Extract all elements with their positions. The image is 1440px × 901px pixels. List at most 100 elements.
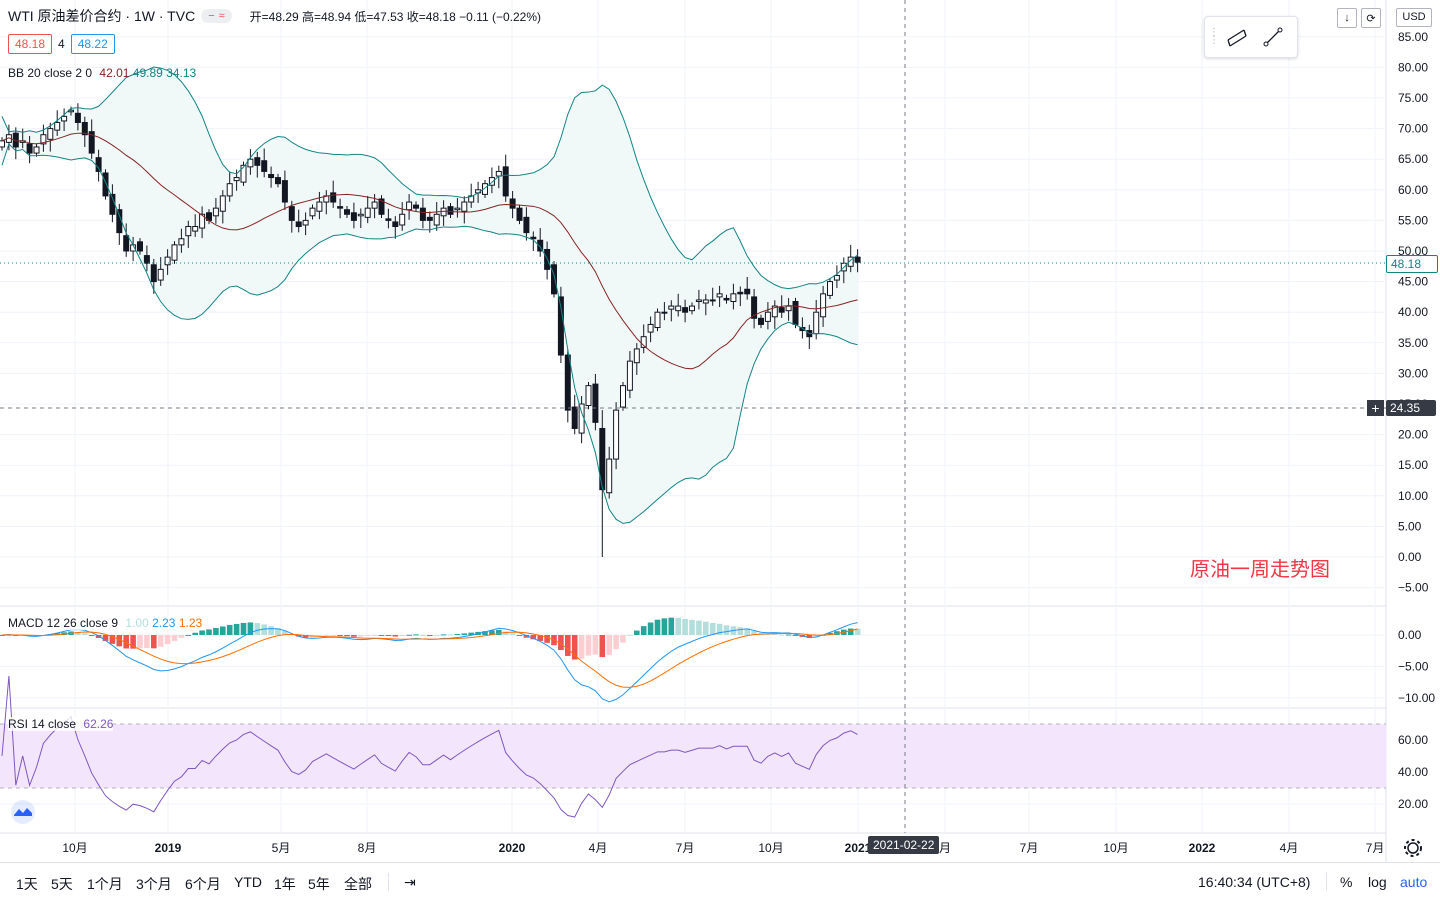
candle-body [668, 305, 675, 310]
parallel-channel-icon[interactable] [1219, 19, 1255, 55]
clock[interactable]: 16:40:34 (UTC+8) [1198, 874, 1311, 890]
rsi-line[interactable] [1, 675, 858, 818]
candle-body [827, 281, 833, 296]
candle-body [54, 121, 61, 131]
range-1m[interactable]: 1个月 [87, 876, 123, 892]
macd-hist-bar [75, 631, 81, 635]
candle-body [364, 207, 371, 218]
macd-hist-bar [213, 627, 219, 635]
macd-hist-bar [778, 634, 785, 636]
range-5y[interactable]: 5年 [308, 876, 330, 892]
bid-price[interactable]: 48.18 [8, 34, 53, 54]
main-chart[interactable]: 85.00 80.00 75.00 70.00 65.00 60.00 55.00 50.00… [0, 0, 1440, 862]
goto-date-icon[interactable]: ⇥ [404, 874, 416, 890]
macd-hist-bar [233, 623, 240, 635]
price-tick: 75.00 [1398, 91, 1428, 105]
macd-legend[interactable]: MACD 12 26 close 9 1.00 2.23 1.23 [8, 616, 203, 630]
trend-line-icon[interactable] [1255, 19, 1291, 55]
candle-body [723, 297, 730, 301]
macd-signal-line[interactable] [1, 628, 858, 688]
macd-hist-bar [806, 635, 813, 638]
macd-hist-bar [544, 635, 550, 643]
range-3m[interactable]: 3个月 [136, 876, 172, 892]
candle-body [564, 354, 571, 411]
ask-price[interactable]: 48.22 [70, 34, 115, 54]
tradingview-logo-icon[interactable] [8, 800, 38, 824]
macd-hist-bar [689, 619, 695, 635]
range-1y[interactable]: 1年 [274, 876, 296, 892]
macd-hist-bar [261, 624, 267, 635]
macd-hist-bar [192, 632, 198, 635]
refresh-button[interactable]: ⟳ [1361, 8, 1381, 28]
currency-label[interactable]: USD [1396, 8, 1432, 27]
macd-hist-bar [489, 630, 495, 635]
spread-value: 4 [58, 37, 65, 51]
candle-body [419, 207, 426, 221]
macd-hist-bar [337, 635, 343, 636]
candle-body [240, 164, 247, 183]
range-all[interactable]: 全部 [344, 876, 372, 892]
scroll-down-button[interactable]: ↓ [1337, 8, 1357, 28]
candle-body [26, 143, 33, 154]
macd-hist-bar [585, 635, 592, 656]
candle-body [833, 274, 840, 281]
macd-signal-value: 1.23 [178, 616, 203, 630]
macd-hist-bar [716, 623, 723, 635]
settings-gear-icon[interactable] [1404, 839, 1422, 857]
compare-toggle[interactable]: − ≈ [201, 9, 232, 23]
macd-hist-bar [164, 635, 171, 645]
candle-body [551, 264, 557, 295]
minus-icon: − [208, 10, 215, 22]
bb-legend[interactable]: BB 20 close 2 0 42.01 49.89 34.13 [8, 66, 196, 80]
macd-hist-bar [502, 631, 509, 635]
macd-hist-bar [516, 635, 523, 636]
price-tick: 35.00 [1398, 336, 1428, 350]
rsi-tick: 60.00 [1398, 733, 1428, 747]
bid-ask-row: 48.18 4 48.22 [8, 34, 115, 54]
divider [388, 873, 389, 891]
candle-body [702, 299, 709, 304]
macd-hist-bar [668, 617, 675, 635]
candle-body [454, 207, 461, 211]
macd-hist-bar [537, 635, 543, 641]
last-price-value: 48.18 [1391, 257, 1422, 271]
candle-body [350, 212, 357, 221]
range-ytd[interactable]: YTD [234, 874, 262, 890]
bb-lower-value: 34.13 [166, 66, 197, 80]
macd-hist-bar [847, 628, 854, 635]
range-5d[interactable]: 5天 [51, 876, 73, 892]
macd-hist-bar [420, 634, 426, 636]
auto-toggle[interactable]: auto [1400, 874, 1428, 890]
percent-toggle[interactable]: % [1340, 874, 1353, 890]
symbol-title[interactable]: WTI 原油差价合约 · 1W · TVC [8, 8, 196, 24]
drag-handle-icon[interactable]: ⋮ ⋮ [1209, 27, 1219, 46]
candle-body [302, 219, 309, 226]
candle-body [799, 327, 806, 332]
price-tick: 40.00 [1398, 305, 1428, 319]
macd-hist-bar [330, 635, 336, 636]
add-alert-button[interactable]: + [1367, 400, 1384, 416]
range-1d[interactable]: 1天 [16, 876, 38, 892]
wave-icon: ≈ [218, 10, 225, 22]
bb-basis-line[interactable] [1, 132, 858, 370]
candle-body [557, 296, 564, 356]
candle-body [751, 296, 758, 319]
candle-body [599, 427, 606, 491]
bb-lower-line[interactable] [1, 142, 858, 524]
price-tick: 85.00 [1398, 30, 1428, 44]
price-tick: 50.00 [1398, 244, 1428, 258]
range-6m[interactable]: 6个月 [185, 876, 221, 892]
candle-body [61, 115, 68, 122]
macd-hist-bar [613, 635, 619, 650]
log-toggle[interactable]: log [1368, 874, 1387, 890]
candle-body [337, 206, 344, 209]
macd-hist-bar [723, 625, 730, 635]
bb-upper-line[interactable] [1, 66, 858, 290]
macd-hist-bar [351, 635, 357, 637]
macd-hist-bar [199, 630, 205, 635]
rsi-legend[interactable]: RSI 14 close 62.26 [8, 717, 114, 731]
macd-hist-bar [592, 635, 599, 655]
candle-body [330, 192, 337, 203]
chart-annotation[interactable]: 原油一周走势图 [1190, 559, 1330, 581]
rsi-band [0, 724, 1386, 788]
